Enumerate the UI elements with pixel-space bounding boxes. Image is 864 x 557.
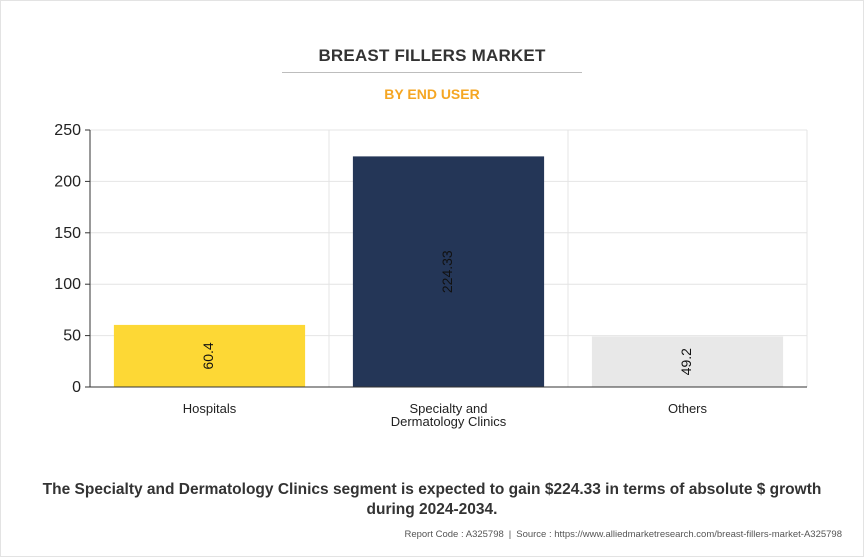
footer-note: The Specialty and Dermatology Clinics se… bbox=[42, 481, 822, 518]
y-tick-label: 100 bbox=[54, 276, 81, 293]
chart-subtitle: BY END USER bbox=[384, 86, 480, 102]
axes: 0 50 100 150 200 250 Hospitals Specialty and Der… bbox=[54, 122, 807, 429]
y-tick-label: 150 bbox=[54, 225, 81, 242]
y-tick-label: 250 bbox=[54, 122, 81, 139]
separator: | bbox=[508, 529, 512, 540]
bar[interactable] bbox=[352, 156, 545, 387]
chart-title: BREAST FILLERS MARKET bbox=[318, 46, 546, 65]
y-tick-label: 0 bbox=[72, 379, 81, 396]
x-tick-label: Others bbox=[668, 401, 708, 416]
report-source-line: Report Code : A325798 | Source : https://w… bbox=[404, 529, 842, 540]
bar[interactable] bbox=[591, 336, 784, 387]
bars: 60.4 224.33 49.2 bbox=[113, 156, 784, 387]
data-label: 224.33 bbox=[439, 250, 455, 293]
report-code: Report Code : A325798 bbox=[404, 529, 504, 540]
source-link[interactable]: Source : https://www.alliedmarketresearc… bbox=[516, 529, 842, 540]
data-label: 60.4 bbox=[200, 342, 216, 369]
x-tick-label: Specialty and Dermatology Clinics bbox=[391, 401, 507, 429]
data-label: 49.2 bbox=[678, 348, 694, 375]
title-divider bbox=[282, 72, 582, 73]
y-tick-label: 50 bbox=[63, 328, 81, 345]
bar[interactable] bbox=[113, 324, 306, 387]
y-tick-label: 200 bbox=[54, 173, 81, 190]
bar-chart: 60.4 224.33 49.2 0 50 100 150 200 250 Hospitals S… bbox=[54, 122, 808, 429]
x-tick-label: Hospitals bbox=[183, 401, 237, 416]
